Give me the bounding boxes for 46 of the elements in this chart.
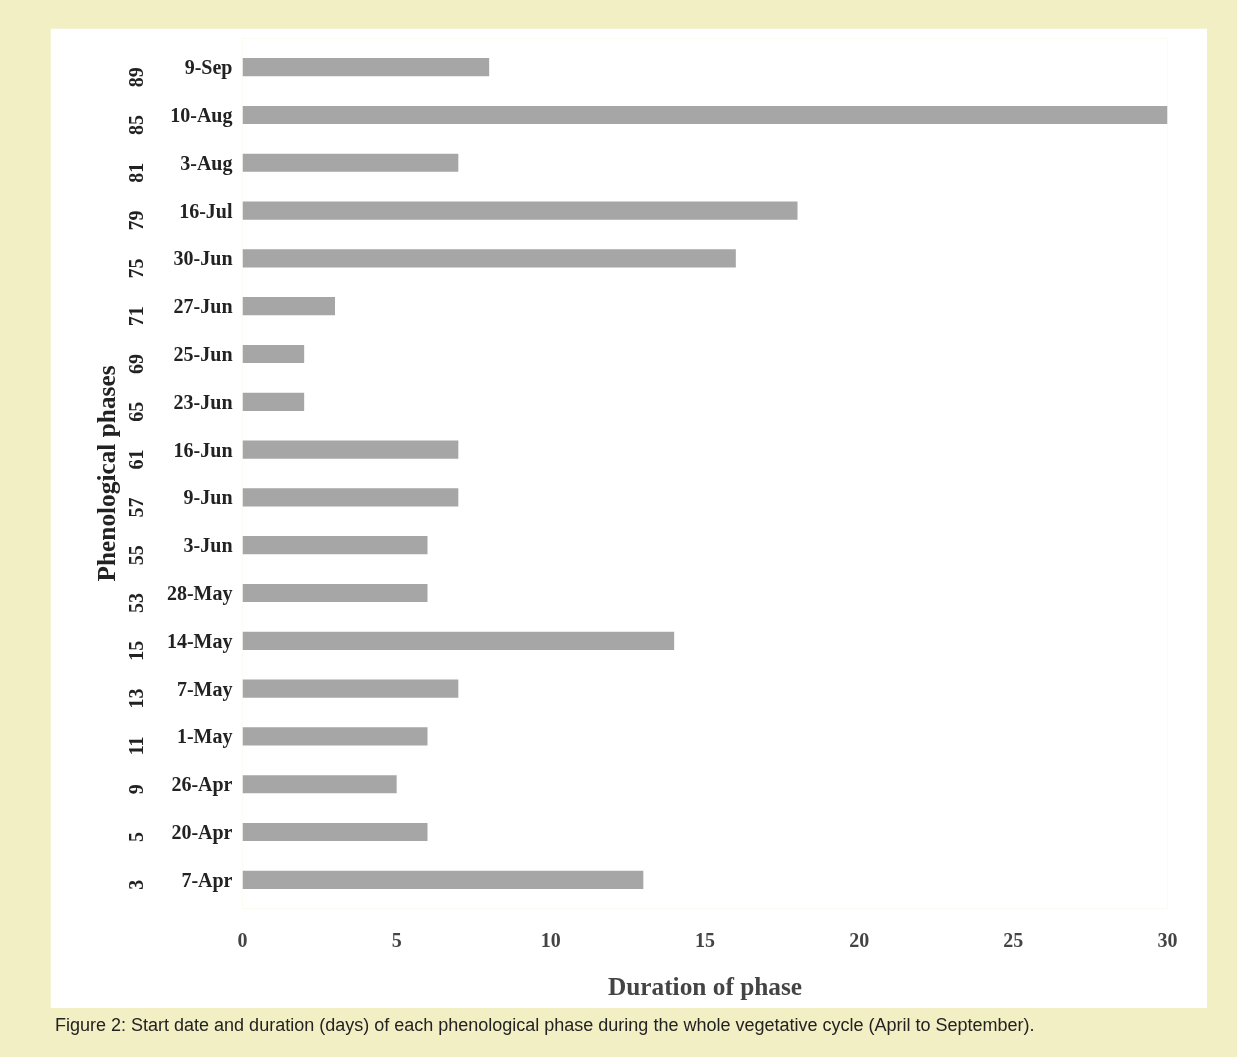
bar (242, 679, 459, 698)
category-label: 61 16-Jun (125, 438, 233, 470)
category-label: 53 28-May (125, 582, 233, 614)
x-tick-label: 10 (540, 928, 561, 951)
category-label: 85 10-Aug (125, 103, 233, 135)
category-label: 71 27-Jun (125, 295, 233, 327)
category-label: 5 20-Apr (125, 821, 233, 844)
bar (242, 249, 736, 268)
bar (242, 488, 459, 507)
x-tick-label: 5 (391, 928, 402, 951)
x-tick-label: 0 (237, 928, 248, 951)
x-axis-title: Duration of phase (607, 971, 803, 1000)
bar (242, 344, 305, 364)
bar (242, 727, 428, 746)
category-label: 9 26-Apr (125, 773, 233, 796)
category-label: 89 9-Sep (125, 56, 233, 88)
x-tick-label: 15 (695, 928, 715, 951)
bar (242, 392, 305, 411)
bar (242, 58, 490, 77)
category-label: 81 3-Aug (125, 151, 233, 183)
x-tick-label: 25 (1003, 928, 1024, 951)
bar (242, 153, 459, 172)
bar (242, 775, 397, 794)
bar (242, 870, 644, 889)
bar (242, 105, 1168, 125)
category-label: 55 3-Jun (125, 534, 233, 566)
x-tick-label: 30 (1157, 928, 1178, 951)
category-label: 11 1-May (125, 725, 233, 756)
category-label: 3 7-Apr (125, 868, 233, 891)
category-label: 79 16-Jul (125, 199, 233, 231)
category-label: 13 7-May (125, 677, 233, 709)
bar (242, 440, 459, 459)
category-label: 57 9-Jun (125, 486, 233, 518)
category-label: 75 30-Jun (125, 247, 233, 279)
category-label: 15 14-May (125, 629, 233, 661)
caption: Figure 2: Start date and duration (days) of each phenological phase during the whole vegetative cycle (April to September). (55, 1014, 1035, 1037)
y-axis-title: Phenological phases (91, 365, 120, 582)
bar (242, 297, 335, 316)
bar (242, 631, 675, 650)
bar (242, 201, 798, 220)
x-tick-label: 20 (849, 928, 870, 951)
category-label: 69 25-Jun (125, 342, 233, 374)
bar (242, 822, 428, 842)
bar (242, 583, 428, 603)
bar (242, 536, 428, 555)
category-label: 65 23-Jun (125, 390, 233, 422)
